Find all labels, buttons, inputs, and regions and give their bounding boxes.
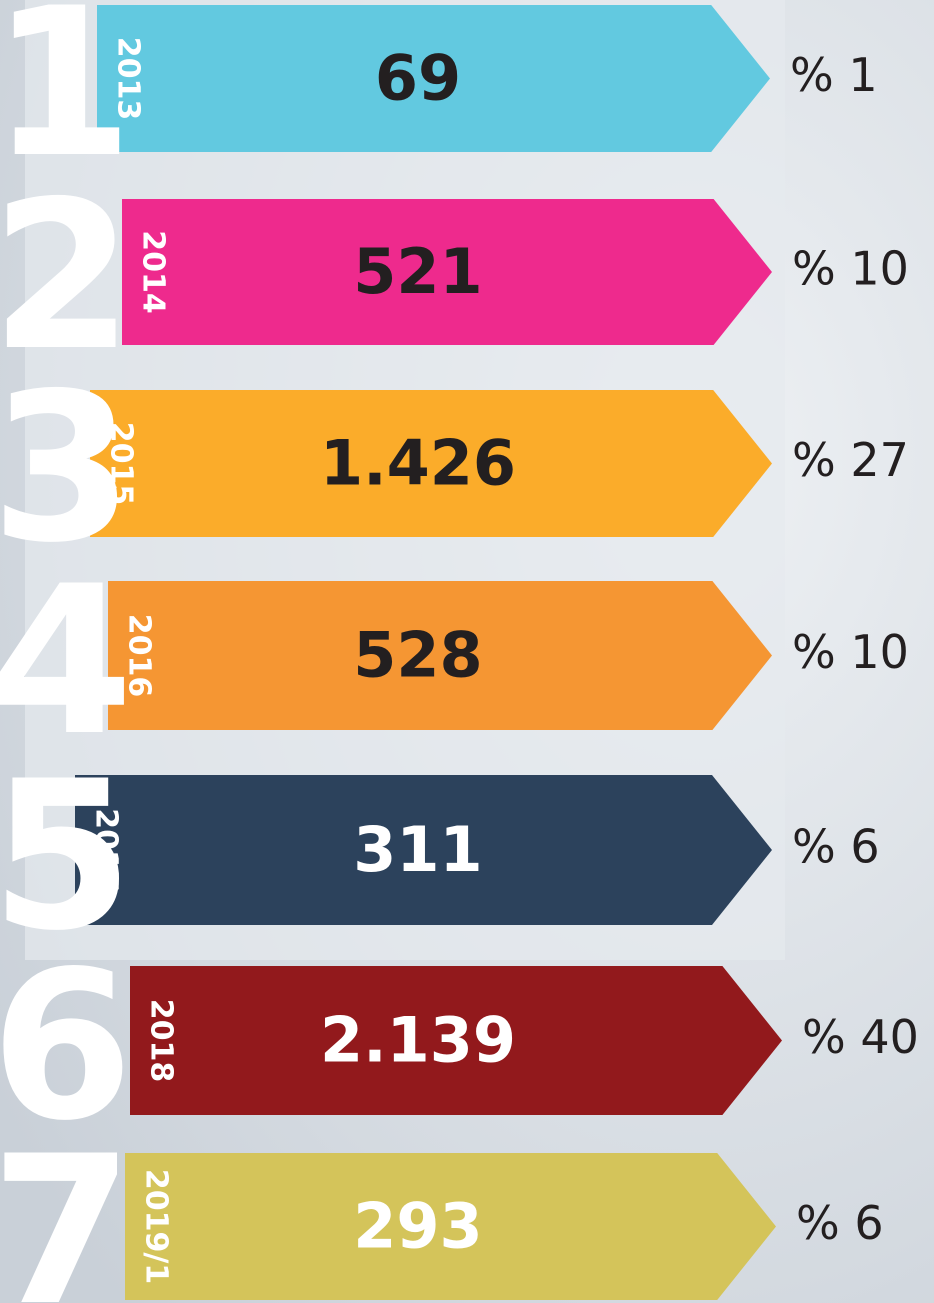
year: 2018 — [144, 999, 179, 1083]
year: 2013 — [111, 37, 146, 121]
year: 2015 — [104, 422, 139, 506]
year: 2019/1 — [139, 1169, 174, 1284]
percent: % 10 — [792, 242, 909, 296]
value: 69 — [375, 42, 461, 115]
percent: % 27 — [792, 433, 909, 487]
arrow — [130, 966, 782, 1115]
value: 311 — [353, 813, 482, 886]
value: 521 — [353, 235, 482, 308]
percent: % 1 — [790, 48, 878, 102]
row-number: 6 — [0, 928, 133, 1166]
row-number: 4 — [0, 543, 133, 781]
arrow — [90, 390, 772, 537]
value: 293 — [353, 1190, 482, 1263]
row-number: 7 — [0, 1113, 133, 1303]
value: 1.426 — [320, 427, 516, 500]
year: 2017 — [89, 808, 124, 892]
percent: % 40 — [802, 1010, 919, 1064]
row-number: 5 — [0, 738, 133, 976]
arrow — [125, 1153, 776, 1300]
year: 2016 — [122, 614, 157, 698]
arrow — [108, 581, 772, 730]
value: 528 — [353, 619, 482, 692]
percent: % 6 — [792, 820, 880, 874]
percent: % 10 — [792, 625, 909, 679]
percent: % 6 — [796, 1196, 884, 1250]
arrow — [75, 775, 772, 925]
row-number: 3 — [0, 350, 133, 588]
row-number: 1 — [0, 0, 133, 203]
year: 2014 — [136, 230, 171, 314]
arrow — [97, 5, 770, 152]
row-number: 2 — [0, 158, 133, 396]
value: 2.139 — [320, 1004, 516, 1077]
arrow — [122, 199, 772, 345]
